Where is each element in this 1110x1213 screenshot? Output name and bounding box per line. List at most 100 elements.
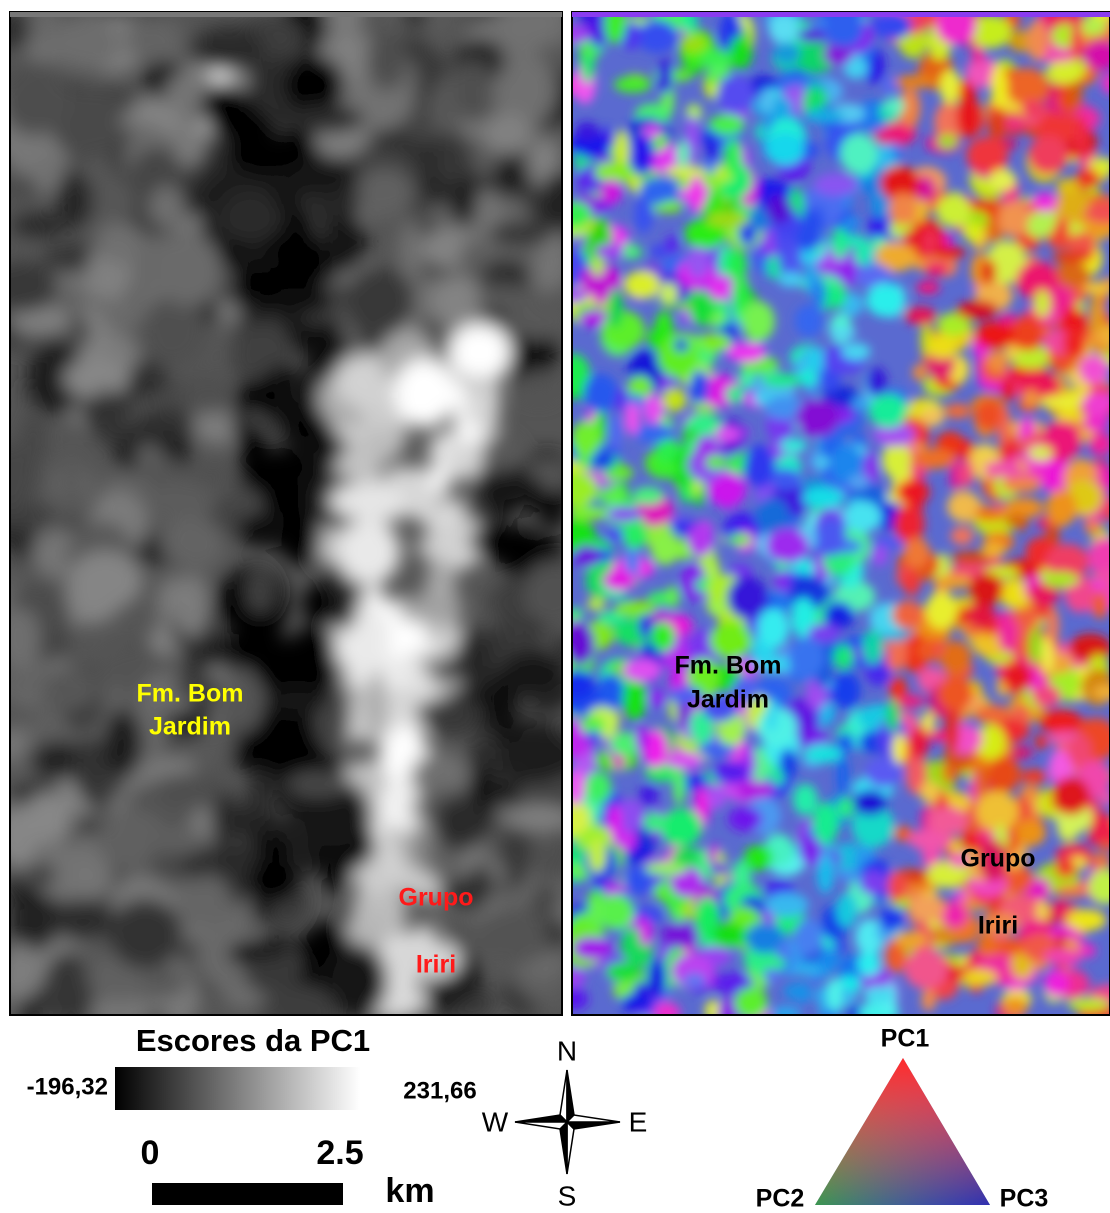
texture-blob (871, 545, 887, 566)
texture-blob (921, 988, 935, 1011)
texture-blob (838, 733, 854, 754)
texture-blob (903, 571, 921, 595)
texture-blob (666, 585, 679, 607)
texture-blob (931, 246, 965, 259)
texture-blob (172, 873, 231, 929)
texture-blob (840, 133, 878, 174)
ternary-right-label: PC3 (1000, 1185, 1049, 1213)
texture-blob (634, 198, 653, 233)
legend-max: 231,66 (403, 1077, 476, 1104)
texture-blob (96, 223, 144, 263)
texture-blob (1027, 20, 1048, 61)
texture-blob (237, 512, 288, 548)
texture-blob (220, 190, 281, 244)
texture-blob (711, 762, 748, 784)
texture-blob (623, 659, 662, 682)
texture-blob (687, 246, 710, 278)
texture-blob (745, 923, 784, 954)
texture-blob (491, 675, 519, 745)
texture-blob (676, 141, 689, 168)
texture-blob (245, 569, 276, 614)
scale-bar (152, 1183, 343, 1205)
texture-blob (652, 460, 679, 476)
texture-blob (863, 986, 896, 1003)
texture-blob (647, 688, 665, 707)
texture-blob (282, 518, 316, 560)
texture-blob (609, 413, 622, 450)
pc1-map (0, 0, 591, 1040)
texture-blob (966, 137, 1008, 174)
texture-blob (712, 923, 747, 948)
texture-blob (903, 538, 930, 568)
texture-blob (991, 65, 1008, 109)
texture-blob (173, 575, 211, 637)
texture-blob (1002, 997, 1028, 1016)
texture-blob (728, 807, 762, 832)
texture-blob (37, 667, 99, 712)
texture-blob (200, 461, 230, 487)
legend-min: -196,32 (27, 1073, 108, 1100)
texture-blob (957, 96, 981, 137)
texture-blob (607, 805, 622, 836)
texture-blob (191, 26, 265, 72)
texture-blob (643, 813, 665, 832)
texture-blob (861, 871, 885, 896)
texture-blob (636, 20, 677, 53)
texture-blob (602, 311, 646, 350)
texture-blob (606, 962, 641, 981)
scale-end: 2.5 (316, 1134, 363, 1172)
texture-blob (1039, 709, 1083, 734)
texture-blob (975, 399, 1003, 430)
texture-blob (773, 42, 800, 64)
texture-blob (1029, 446, 1053, 461)
texture-blob (832, 672, 860, 710)
texture-blob (566, 769, 586, 805)
texture-blob (1016, 819, 1047, 846)
texture-blob (766, 195, 792, 225)
texture-blob (252, 616, 279, 687)
texture-blob (766, 528, 809, 562)
texture-blob (794, 918, 822, 956)
texture-blob (329, 483, 405, 520)
texture-blob (771, 1006, 801, 1022)
texture-blob (1063, 328, 1087, 358)
texture-blob (981, 541, 1005, 558)
scale-unit: km (385, 1172, 434, 1210)
texture-blob (689, 175, 705, 213)
texture-blob (1067, 998, 1110, 1011)
texture-blob (302, 584, 332, 623)
compass-north: N (557, 1035, 577, 1066)
texture-blob (882, 441, 911, 479)
texture-blob (1001, 664, 1032, 691)
texture-blob (826, 978, 843, 1012)
texture-blob (1001, 476, 1041, 492)
texture-blob (889, 193, 917, 226)
texture-blob (928, 334, 958, 359)
texture-blob (58, 453, 83, 508)
texture-blob (344, 265, 414, 339)
texture-blob (1024, 390, 1038, 407)
texture-blob (927, 807, 967, 835)
texture-blob (941, 902, 968, 928)
texture-blob (652, 622, 676, 651)
texture-blob (674, 339, 688, 351)
texture-blob (234, 266, 285, 298)
texture-blob (571, 421, 601, 457)
texture-blob (601, 179, 623, 204)
texture-blob (608, 289, 623, 328)
texture-blob (984, 461, 1013, 478)
texture-blob (1053, 899, 1069, 923)
texture-blob (844, 501, 881, 532)
texture-blob (639, 785, 658, 805)
texture-blob (903, 231, 915, 246)
texture-blob (937, 134, 957, 148)
formation-label: Fm. Bom (137, 680, 244, 708)
texture-blob (1079, 355, 1109, 385)
texture-blob (814, 173, 858, 196)
north-arrow (515, 1070, 620, 1174)
texture-blob (920, 782, 940, 803)
texture-blob (714, 426, 740, 443)
texture-blob (834, 940, 847, 953)
texture-blob (1051, 251, 1093, 264)
texture-blob (73, 737, 106, 799)
